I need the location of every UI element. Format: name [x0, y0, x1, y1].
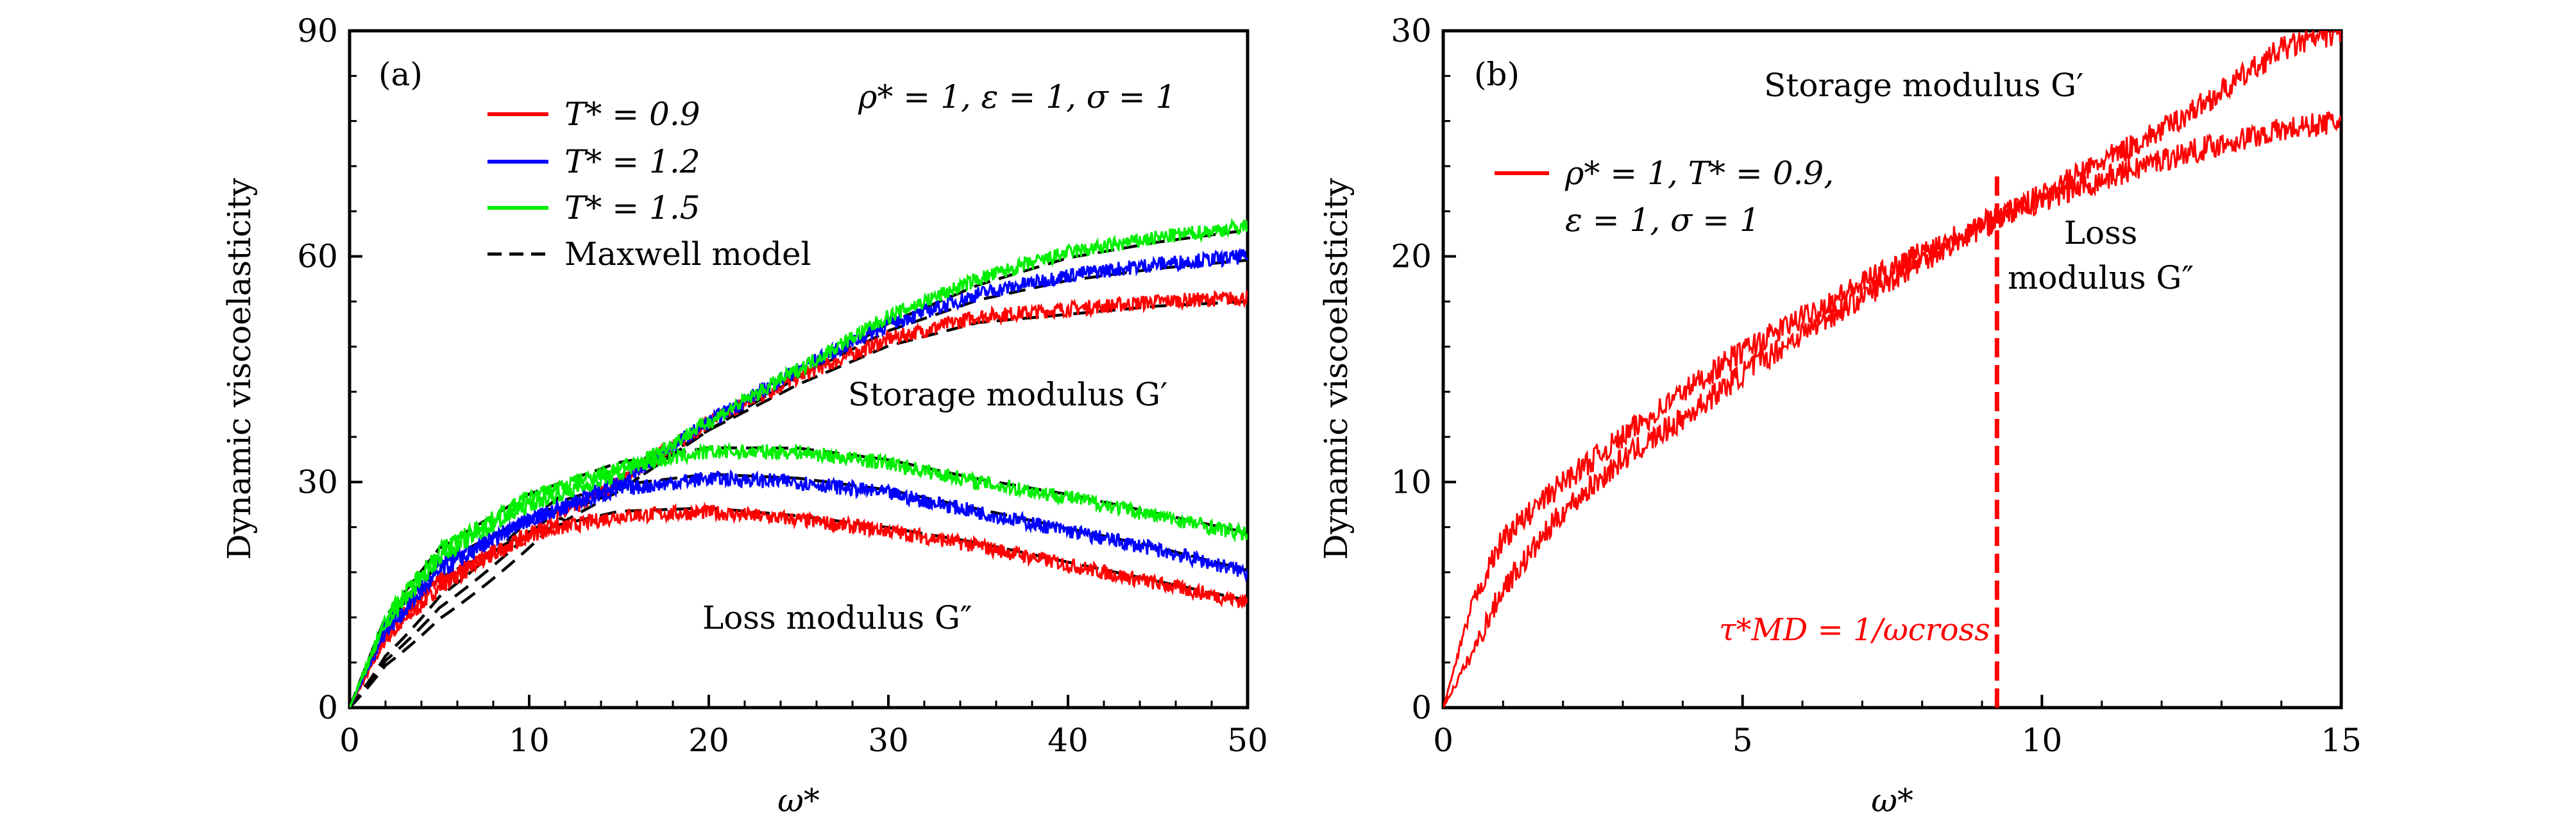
x-tick-label: 30: [868, 722, 909, 759]
legend-label-rho1-t09-line1: ρ* = 1, T* = 0.9,: [1564, 155, 1834, 192]
panel-b-y-ticks: 0 10 20 30: [1391, 12, 1456, 726]
x-tick-label: 0: [1433, 722, 1453, 759]
series-line: [1443, 31, 2341, 708]
series-line: [350, 469, 1248, 708]
panel-b-series: [1443, 31, 2341, 708]
legend-label-t12: T* = 1.2: [564, 143, 700, 180]
panel-b-storage-annotation: Storage modulus G′: [1764, 67, 2083, 104]
panel-b-panel-label: (b): [1474, 56, 1520, 93]
series-line: [350, 501, 1248, 708]
panel-a-series: [350, 217, 1248, 708]
panel-b-y-axis-label: Dynamic viscoelasticity: [1318, 178, 1355, 560]
panel-a-plot-frame: [348, 29, 1250, 710]
x-tick-label: 20: [688, 722, 729, 759]
series-line: [350, 441, 1248, 708]
x-tick-label: 50: [1227, 722, 1268, 759]
x-tick-label: 0: [339, 722, 360, 759]
y-tick-label: 30: [297, 463, 338, 500]
panel-a-y-ticks: 0 30 60 90: [297, 12, 362, 726]
legend-label-rho1-t09-line2: ε = 1, σ = 1: [1565, 201, 1760, 239]
maxwell-model-curve: [350, 446, 1248, 708]
x-tick-label: 5: [1733, 722, 1753, 759]
series-line: [350, 289, 1248, 708]
panel-a-x-axis-label: ω*: [777, 782, 820, 819]
legend-label-t15: T* = 1.5: [564, 189, 700, 226]
x-tick-label: 10: [2022, 722, 2063, 759]
panel-a-x-ticks: 0 10 20 30 40 50: [339, 695, 1268, 759]
panel-a-panel-label: (a): [378, 56, 423, 93]
panel-a-storage-annotation: Storage modulus G′: [848, 376, 1167, 413]
y-tick-label: 90: [297, 12, 338, 49]
panel-b-legend: ρ* = 1, T* = 0.9, ε = 1, σ = 1: [1495, 155, 1834, 239]
y-tick-label: 10: [1391, 463, 1432, 500]
panel-b-x-axis-label: ω*: [1871, 782, 1913, 819]
panel-b-loss-annotation-line2: modulus G″: [2008, 259, 2194, 296]
panel-a: 0 10 20 30 40 50 0 30 60 90 ω* Dynamic viscoelas…: [221, 12, 1268, 819]
series-line: [1443, 110, 2341, 708]
x-tick-label: 15: [2321, 722, 2362, 759]
panel-a-loss-annotation: Loss modulus G″: [702, 599, 972, 636]
maxwell-model-curve: [350, 506, 1248, 708]
x-tick-label: 40: [1047, 722, 1089, 759]
legend-label-t09: T* = 0.9: [564, 96, 700, 133]
panel-b-x-ticks: 0 5 10 15: [1433, 695, 2362, 759]
y-tick-label: 30: [1391, 12, 1432, 49]
y-tick-label: 0: [318, 689, 338, 726]
panel-b-plot-frame: [1441, 29, 2343, 710]
y-tick-label: 20: [1391, 238, 1432, 275]
panel-b: 0 5 10 15 0 10 20 30 ω* Dynamic viscoelasticit…: [1318, 12, 2362, 819]
panel-a-legend: T* = 0.9 T* = 1.2 T* = 1.5 Maxwell model: [487, 96, 811, 273]
panel-b-crossover-label: τ*MD = 1/ωcross: [1719, 612, 1990, 648]
x-tick-label: 10: [509, 722, 550, 759]
panel-a-params-text: ρ* = 1, ε = 1, σ = 1: [858, 78, 1176, 115]
legend-label-maxwell: Maxwell model: [564, 235, 811, 273]
panel-b-loss-annotation-line1: Loss: [2064, 214, 2138, 251]
panel-a-y-axis-label: Dynamic viscoelasticity: [221, 178, 258, 560]
y-tick-label: 60: [297, 238, 338, 275]
y-tick-label: 0: [1411, 689, 1432, 726]
